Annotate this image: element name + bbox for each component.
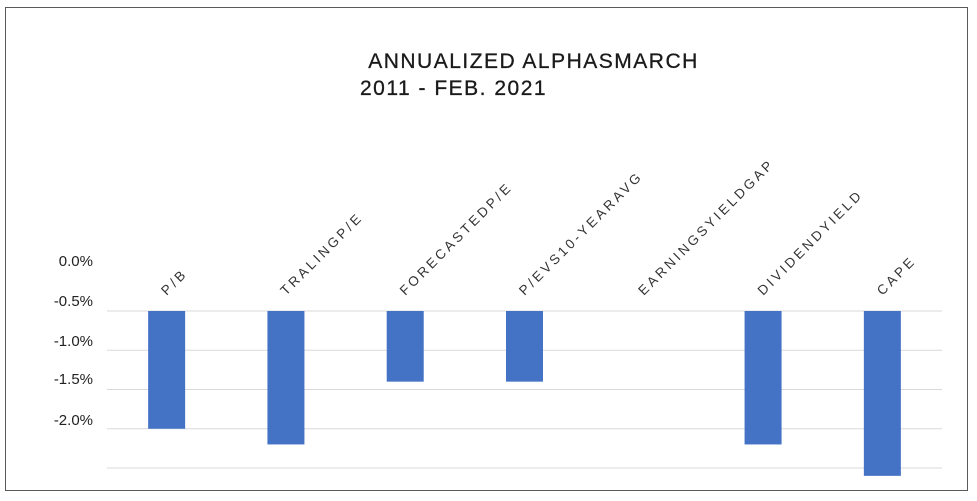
category-label: P/B	[158, 266, 190, 298]
category-label: EARNINGSYIELDGAP	[635, 156, 777, 298]
y-tick-label: -1.0%	[54, 333, 93, 350]
chart-frame	[5, 7, 968, 491]
y-tick-label: -1.5%	[54, 371, 93, 388]
bar	[744, 311, 782, 445]
y-tick-label: -0.5%	[54, 293, 93, 310]
bars	[148, 311, 901, 476]
category-label: TRALINGP/E	[277, 210, 366, 299]
bar	[267, 311, 305, 445]
category-label: CAPE	[874, 253, 919, 298]
bar	[386, 311, 424, 382]
category-labels: P/B TRALINGP/E FORECASTEDP/E P/EVS10-YEARAV…	[158, 156, 919, 298]
category-label: FORECASTEDP/E	[397, 179, 516, 298]
bar	[506, 311, 543, 382]
y-tick-label: -2.0%	[54, 412, 93, 429]
bar	[148, 311, 186, 429]
chart-title-line-2: 2011 - FEB. 2021	[360, 77, 548, 100]
y-tick-label: 0.0%	[59, 253, 93, 270]
chart-title-line-1: ANNUALIZED ALPHASMARCH	[368, 50, 699, 73]
y-axis-tick-labels: 0.0% -0.5% -1.0% -1.5% -2.0%	[54, 253, 93, 429]
category-label: P/EVS10-YEARAVG	[516, 168, 646, 298]
bar	[863, 311, 901, 476]
category-label: DIVIDENDYIELD	[755, 187, 866, 298]
